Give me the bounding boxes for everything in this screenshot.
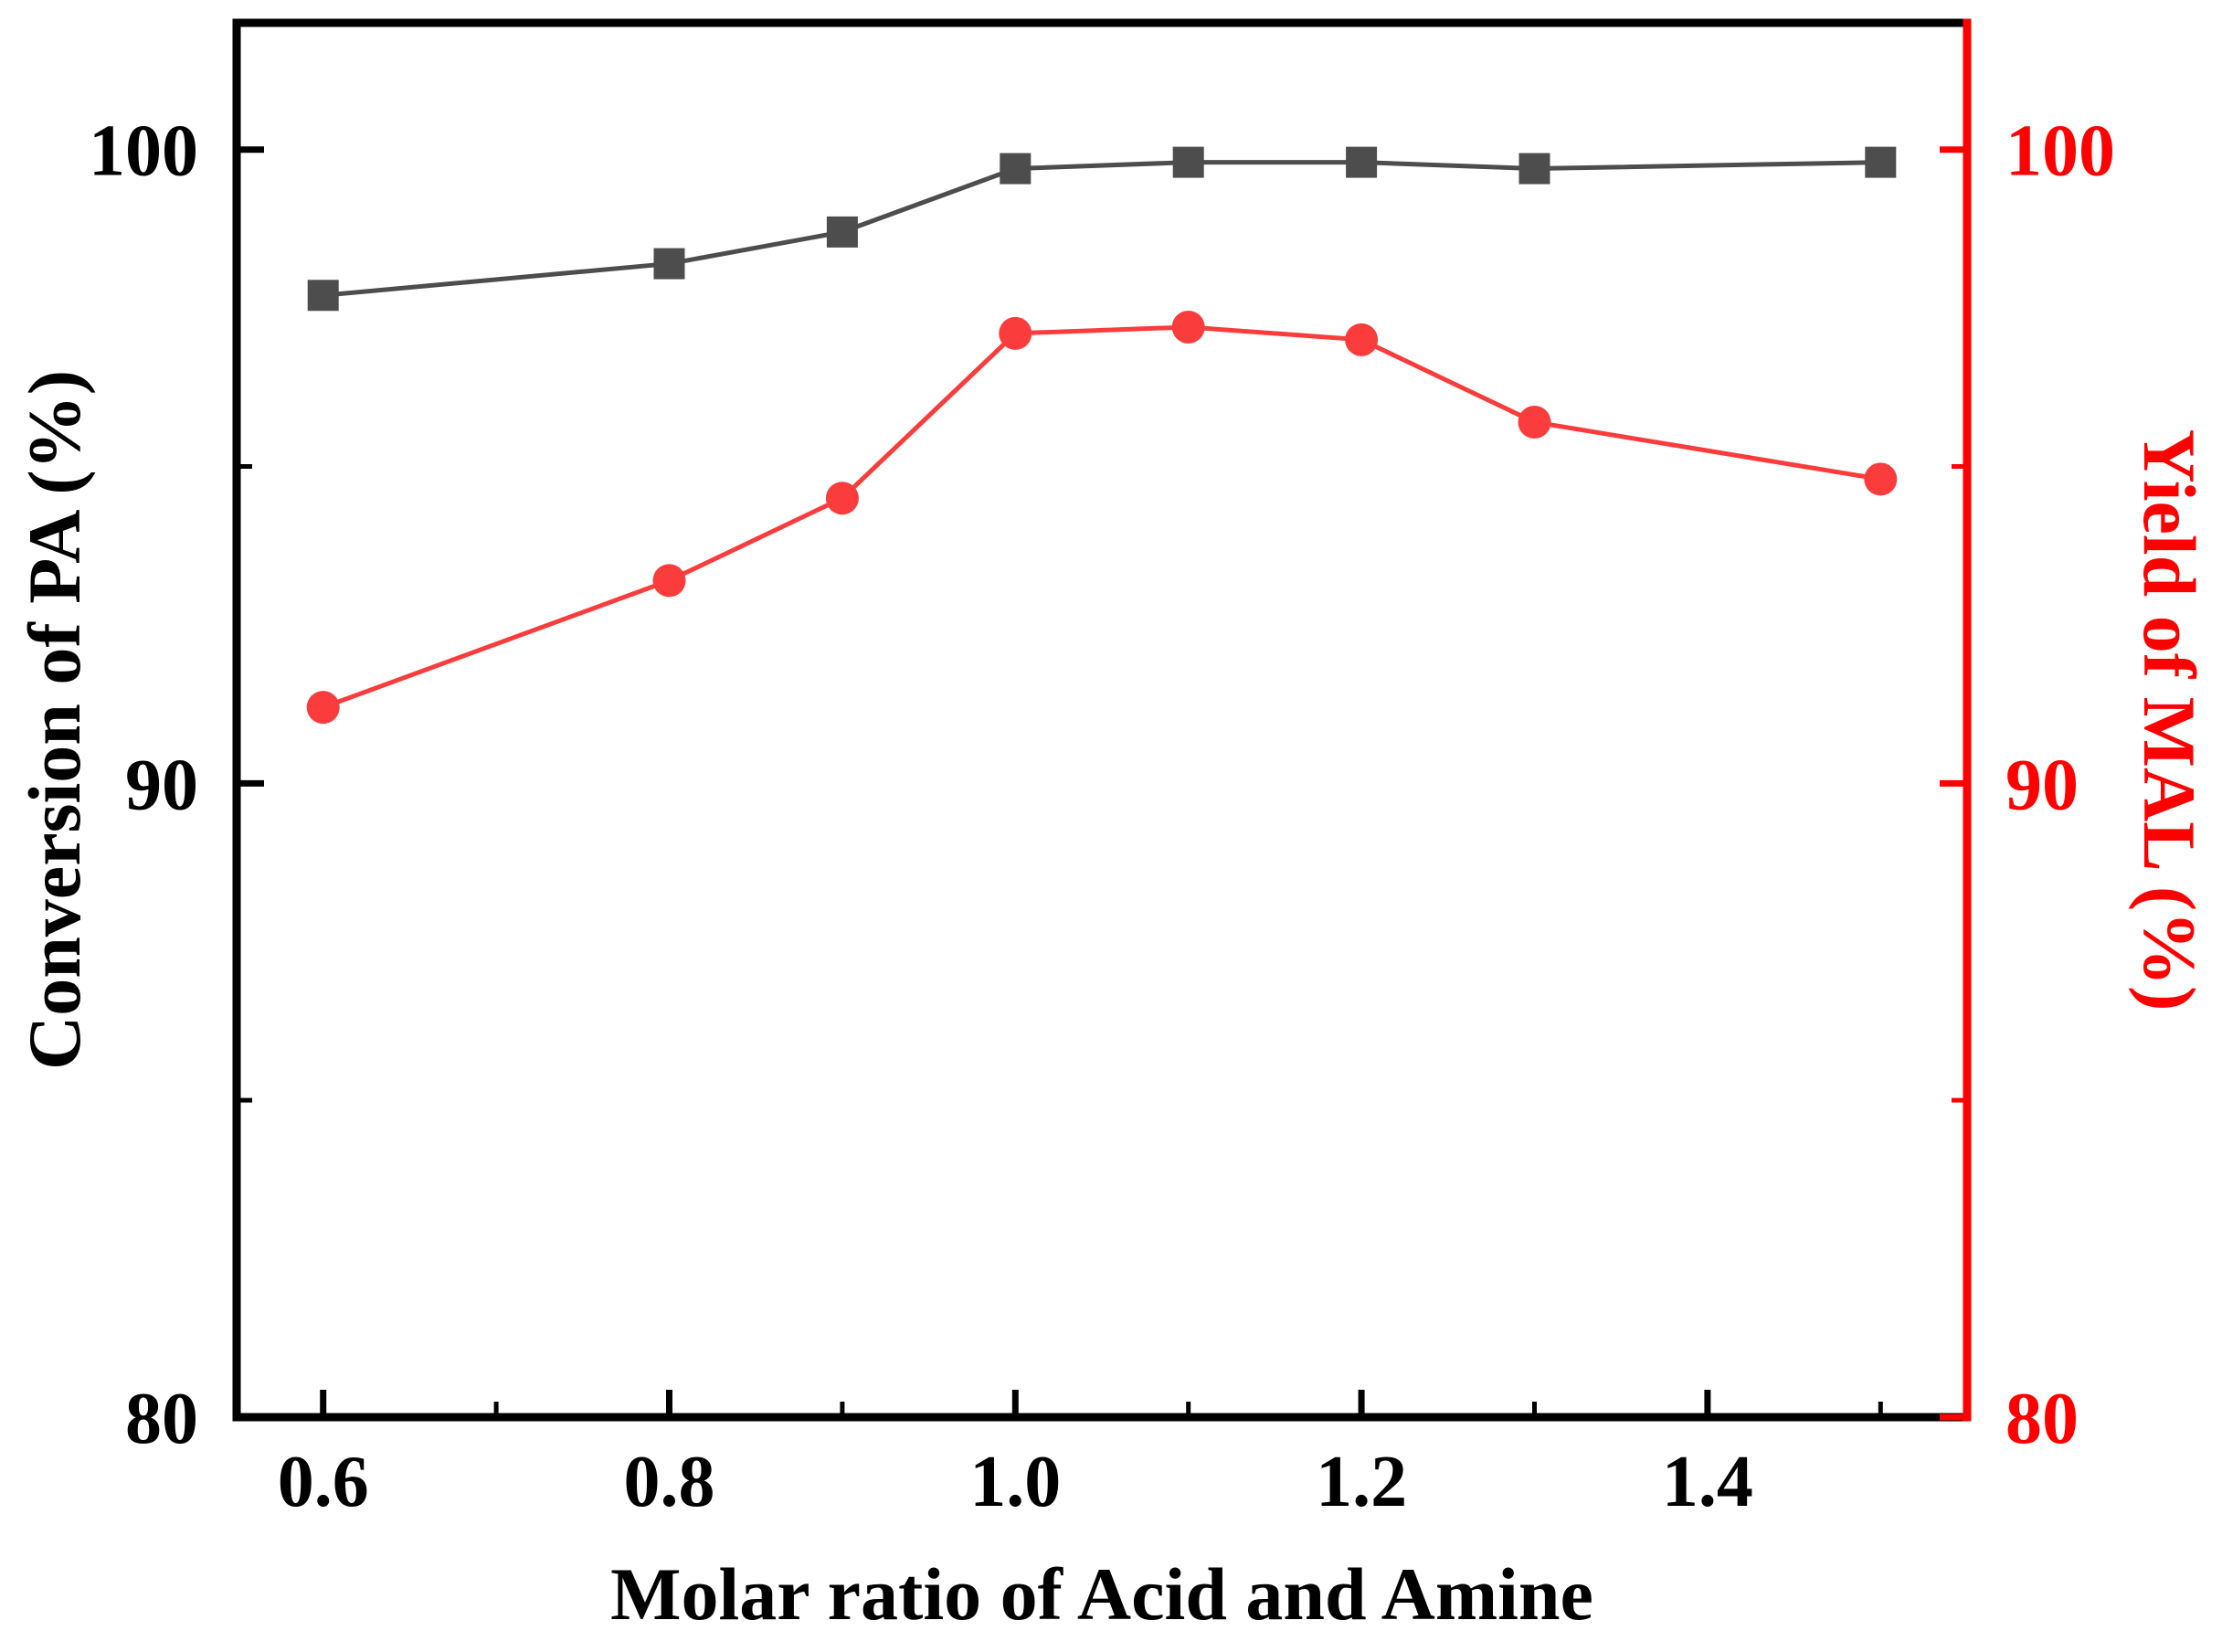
y-axis-left-title: Conversion of PA (%) (13, 369, 96, 1071)
y-right-tick-label: 90 (2005, 745, 2079, 825)
conversion-of-pa-marker (826, 216, 858, 248)
yield-of-mal-marker (825, 482, 859, 515)
yield-of-mal-line (322, 324, 1881, 710)
conversion-of-pa-marker (1865, 146, 1897, 178)
plot-spines (232, 18, 1967, 1422)
y-right-tick-label: 100 (2005, 111, 2115, 192)
x-tick-label: 1.0 (969, 1442, 1061, 1522)
y-axis-right-title: Yield of MAL (%) (2128, 429, 2211, 1011)
yield-of-mal-marker (652, 564, 686, 598)
conversion-of-pa-marker (1000, 153, 1032, 185)
yield-of-mal-marker (1518, 405, 1551, 439)
conversion-of-pa-marker (1346, 146, 1378, 178)
conversion-of-pa-marker (1518, 153, 1550, 185)
x-tick-label: 0.6 (278, 1442, 369, 1522)
y-left-tick-label: 80 (125, 1379, 198, 1459)
y-left-tick-label: 90 (125, 745, 198, 825)
yield-of-mal-marker (999, 316, 1032, 350)
conversion-of-pa-line (323, 160, 1881, 298)
yield-of-mal-marker (1345, 323, 1379, 356)
conversion-of-pa-marker (307, 280, 339, 312)
yield-of-mal-marker (1864, 462, 1898, 496)
x-tick-label: 0.8 (624, 1442, 715, 1522)
x-tick-label: 1.4 (1662, 1442, 1753, 1522)
conversion-of-pa-marker (653, 248, 685, 280)
x-axis-title: Molar ratio of Acid and Amine (610, 1552, 1593, 1636)
y-left-tick-label: 100 (89, 111, 198, 192)
x-tick-label: 1.2 (1316, 1442, 1407, 1522)
y-right-tick-label: 80 (2005, 1379, 2079, 1459)
yield-of-mal-marker (306, 691, 340, 725)
yield-of-mal-marker (1171, 310, 1205, 344)
conversion-of-pa-marker (1172, 146, 1204, 178)
